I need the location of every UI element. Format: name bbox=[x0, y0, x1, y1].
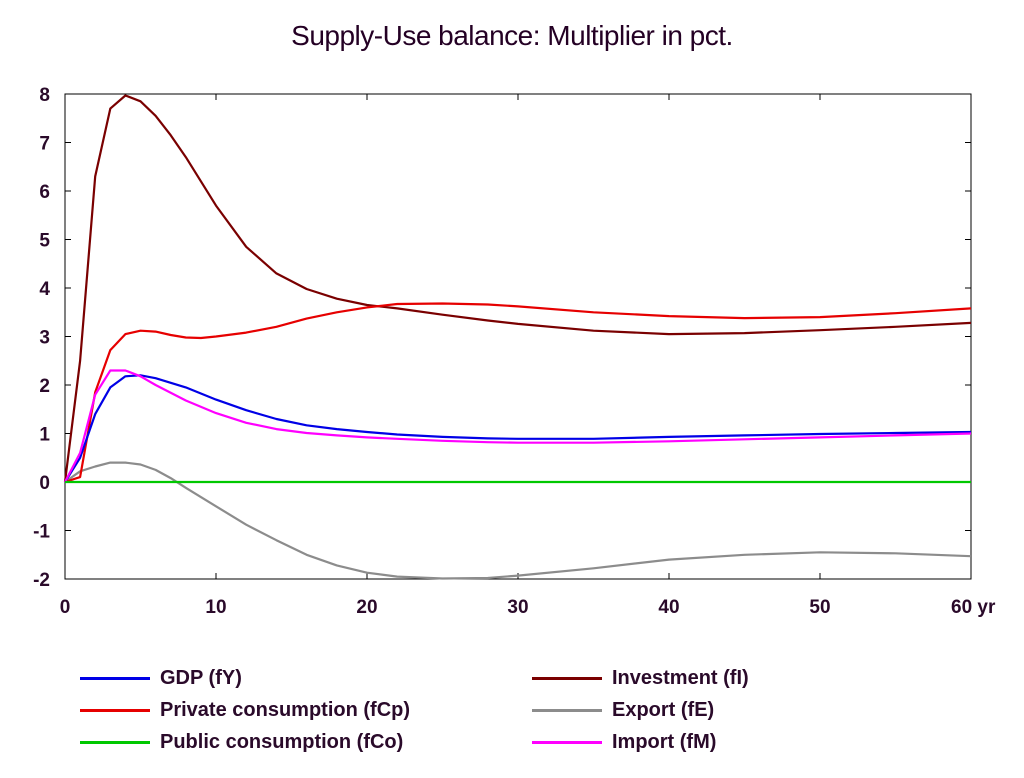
x-tick-label: 10 bbox=[205, 597, 226, 618]
y-tick-label: 0 bbox=[39, 473, 50, 494]
series-line-5 bbox=[64, 369, 972, 483]
series-lines bbox=[63, 94, 972, 580]
x-tick-label: 30 bbox=[507, 597, 528, 618]
legend-swatch bbox=[532, 676, 602, 680]
series-line-1 bbox=[64, 302, 972, 484]
legend-swatch bbox=[80, 740, 150, 744]
y-tick-label: 7 bbox=[39, 134, 50, 155]
series-line-0 bbox=[64, 374, 972, 483]
legend-label: GDP (fY) bbox=[160, 666, 242, 689]
legend-label: Import (fM) bbox=[612, 730, 717, 753]
legend-item-private-consumption: Private consumption (fCp) bbox=[80, 696, 410, 724]
y-tick-label: 1 bbox=[39, 425, 50, 446]
y-tick-label: 3 bbox=[39, 328, 50, 349]
y-tick-label: -2 bbox=[33, 570, 50, 591]
series-line-3 bbox=[63, 94, 972, 483]
plot-frame bbox=[64, 93, 972, 580]
tick-labels: -2 -1 0 1 2 3 4 5 6 7 8 0 10 20 30 40 50 60 yr bbox=[33, 85, 996, 618]
legend-swatch bbox=[532, 708, 602, 712]
legend-swatch bbox=[80, 708, 150, 712]
x-tick-label: 20 bbox=[356, 597, 377, 618]
y-tick-label: 8 bbox=[39, 85, 50, 106]
plot-area bbox=[64, 93, 972, 580]
legend-swatch bbox=[532, 740, 602, 744]
legend-item-gdp: GDP (fY) bbox=[80, 664, 242, 692]
x-tick-label: 50 bbox=[809, 597, 830, 618]
legend: GDP (fY) Private consumption (fCp) Publi… bbox=[0, 664, 1024, 764]
y-tick-label: 5 bbox=[39, 231, 50, 252]
legend-swatch bbox=[80, 676, 150, 680]
x-tick-label: 40 bbox=[658, 597, 679, 618]
legend-item-public-consumption: Public consumption (fCo) bbox=[80, 728, 403, 756]
legend-item-investment: Investment (fI) bbox=[532, 664, 749, 692]
y-tick-label: 4 bbox=[39, 279, 50, 300]
x-tick-label: 60 yr bbox=[951, 597, 996, 618]
legend-label: Public consumption (fCo) bbox=[160, 730, 404, 753]
chart-title: Supply-Use balance: Multiplier in pct. bbox=[291, 20, 733, 51]
legend-label: Private consumption (fCp) bbox=[160, 698, 411, 721]
legend-item-import: Import (fM) bbox=[532, 728, 716, 756]
legend-label: Investment (fI) bbox=[612, 666, 749, 689]
legend-item-export: Export (fE) bbox=[532, 696, 714, 724]
y-tick-label: 2 bbox=[39, 376, 50, 397]
y-tick-label: -1 bbox=[33, 522, 50, 543]
x-tick-label: 0 bbox=[60, 597, 71, 618]
legend-label: Export (fE) bbox=[612, 698, 715, 721]
y-tick-label: 6 bbox=[39, 182, 50, 203]
line-chart: -2 -1 0 1 2 3 4 5 6 7 8 0 10 20 30 40 50 60 yr bbox=[33, 85, 996, 618]
series-line-4 bbox=[64, 461, 972, 580]
